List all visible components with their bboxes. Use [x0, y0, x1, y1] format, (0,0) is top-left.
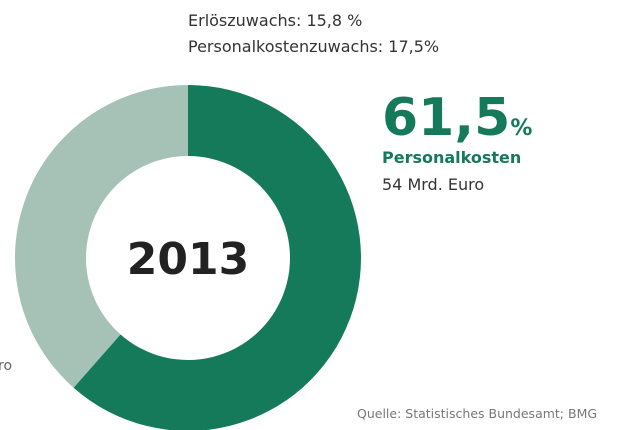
donut-segment — [73, 85, 361, 430]
value-label: 61,5% — [382, 88, 532, 148]
annotation: Personalkostenzuwachs: 17,5% — [188, 37, 439, 56]
category-label: Personalkosten — [382, 148, 521, 167]
source: Quelle: Statistisches Bundesamt; BMG — [357, 406, 597, 421]
annotation: Erlöszuwachs: 15,8 % — [188, 11, 362, 30]
donut-segment — [14, 85, 188, 388]
detail-label: ro — [0, 358, 12, 374]
center-label: 2013 — [127, 234, 249, 285]
detail-label: 54 Mrd. Euro — [382, 175, 484, 194]
